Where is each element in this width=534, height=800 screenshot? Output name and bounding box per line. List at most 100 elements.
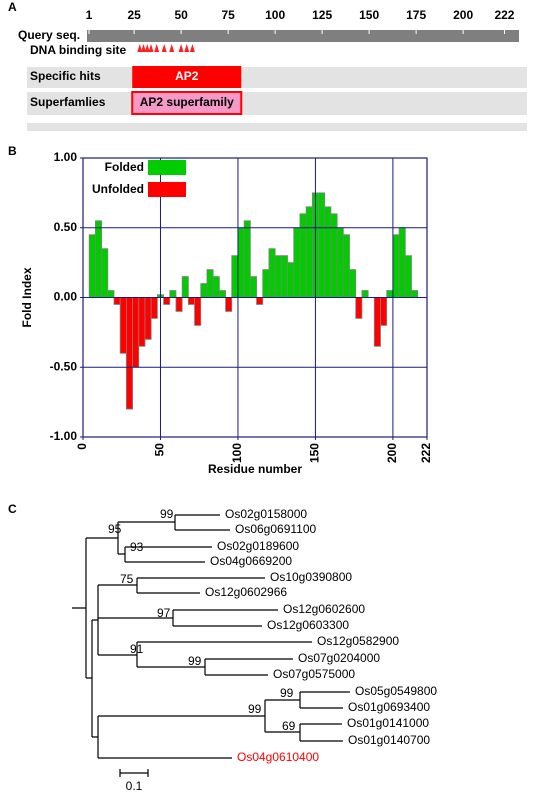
bar [181, 276, 189, 298]
leaf-label: Os07g0204000 [298, 651, 380, 665]
query-label: Query seq. [18, 28, 80, 42]
bar [113, 297, 121, 305]
bootstrap: 99 [160, 507, 174, 521]
domain-box [132, 66, 242, 88]
bar [361, 290, 369, 298]
bar [231, 255, 239, 298]
bar [280, 255, 288, 298]
bar [342, 234, 350, 298]
bar [144, 297, 152, 340]
dna-binding-label: DNA binding site [30, 43, 127, 57]
bar [187, 297, 195, 305]
bar [138, 297, 146, 347]
bootstrap: 95 [108, 522, 122, 536]
scale-tick-label: 222 [494, 8, 514, 22]
bar [132, 297, 140, 368]
bootstrap: 99 [248, 702, 262, 716]
x-tick-label: 222 [419, 443, 433, 463]
row-label: Specific hits [30, 69, 101, 83]
legend-swatch [148, 160, 186, 175]
bar [212, 276, 220, 298]
scale-bar [119, 769, 149, 777]
y-tick-label: 0.50 [54, 220, 78, 234]
leaf-label: Os12g0582900 [317, 634, 399, 648]
x-tick-label: 200 [385, 443, 399, 463]
binding-site [178, 44, 184, 52]
bar [380, 297, 388, 326]
binding-site [169, 44, 175, 52]
bar [94, 220, 102, 298]
bar [392, 234, 400, 298]
leaf-label: Os02g0158000 [225, 507, 307, 521]
x-tick-label: 150 [308, 443, 322, 463]
bar [101, 248, 109, 298]
bootstrap: 93 [130, 540, 144, 554]
bar [125, 297, 133, 410]
panel-label: C [8, 502, 17, 516]
binding-site [189, 44, 195, 52]
bar [107, 290, 115, 298]
leaf-label: Os10g0390800 [270, 570, 352, 584]
leaf-label: Os12g0602966 [205, 585, 287, 599]
bootstrap: 69 [282, 719, 296, 733]
leaf-label: Os12g0603300 [267, 618, 349, 632]
bar [150, 297, 158, 319]
binding-site [154, 44, 160, 52]
x-tick-label: 100 [230, 443, 244, 463]
row-band [27, 123, 527, 131]
branch [97, 577, 312, 676]
bar [305, 206, 313, 298]
bootstrap: 99 [280, 686, 294, 700]
bar [336, 227, 344, 298]
bar [194, 297, 202, 326]
bar [200, 283, 208, 298]
leaf-label: Os02g0189600 [217, 539, 299, 553]
y-tick-label: 1.00 [54, 150, 78, 164]
row-label: Superfamlies [30, 95, 106, 109]
x-axis-title: Residue number [208, 462, 302, 476]
bar [237, 227, 245, 298]
bar [386, 290, 394, 298]
scale-tick-label: 50 [174, 8, 188, 22]
leaf-label: Os04g0610400 [237, 750, 319, 764]
binding-site [141, 44, 147, 52]
binding-site [184, 44, 190, 52]
leaf-label: Os01g0693400 [348, 700, 430, 714]
bar [349, 269, 357, 298]
binding-site [148, 44, 154, 52]
y-axis-title: Fold Index [20, 267, 34, 327]
query-bar [87, 30, 519, 42]
branch [72, 537, 118, 738]
bar [398, 227, 406, 298]
leaf-label: Os12g0602600 [283, 602, 365, 616]
bar [318, 192, 326, 298]
panel-label: A [8, 0, 17, 14]
scale-tick-label: 75 [221, 8, 235, 22]
y-tick-label: 0.00 [54, 290, 78, 304]
domain-name: AP2 [175, 69, 199, 83]
leaf-label: Os06g0691100 [235, 522, 317, 536]
bar [256, 297, 264, 305]
binding-site [137, 44, 143, 52]
scale-tick-label: 200 [453, 8, 473, 22]
bootstrap: 97 [157, 606, 171, 620]
bar [88, 234, 96, 298]
bar [404, 255, 412, 298]
scale-tick-label: 150 [359, 8, 379, 22]
bootstrap: 75 [120, 572, 134, 586]
scale-tick-label: 100 [265, 8, 285, 22]
legend-swatch [148, 182, 186, 197]
bar [411, 290, 419, 298]
bar [262, 269, 270, 298]
legend-label: Folded [105, 160, 144, 174]
y-tick-label: -0.50 [50, 359, 78, 373]
legend-label: Unfolded [92, 182, 144, 196]
bar [243, 220, 251, 298]
leaf-label: Os07g0575000 [273, 667, 355, 681]
bar [299, 213, 307, 298]
y-tick-label: -1.00 [50, 429, 78, 443]
plot-frame [82, 157, 428, 438]
bootstrap: 99 [188, 654, 202, 668]
scale-tick-label: 25 [127, 8, 141, 22]
bar [330, 213, 338, 298]
